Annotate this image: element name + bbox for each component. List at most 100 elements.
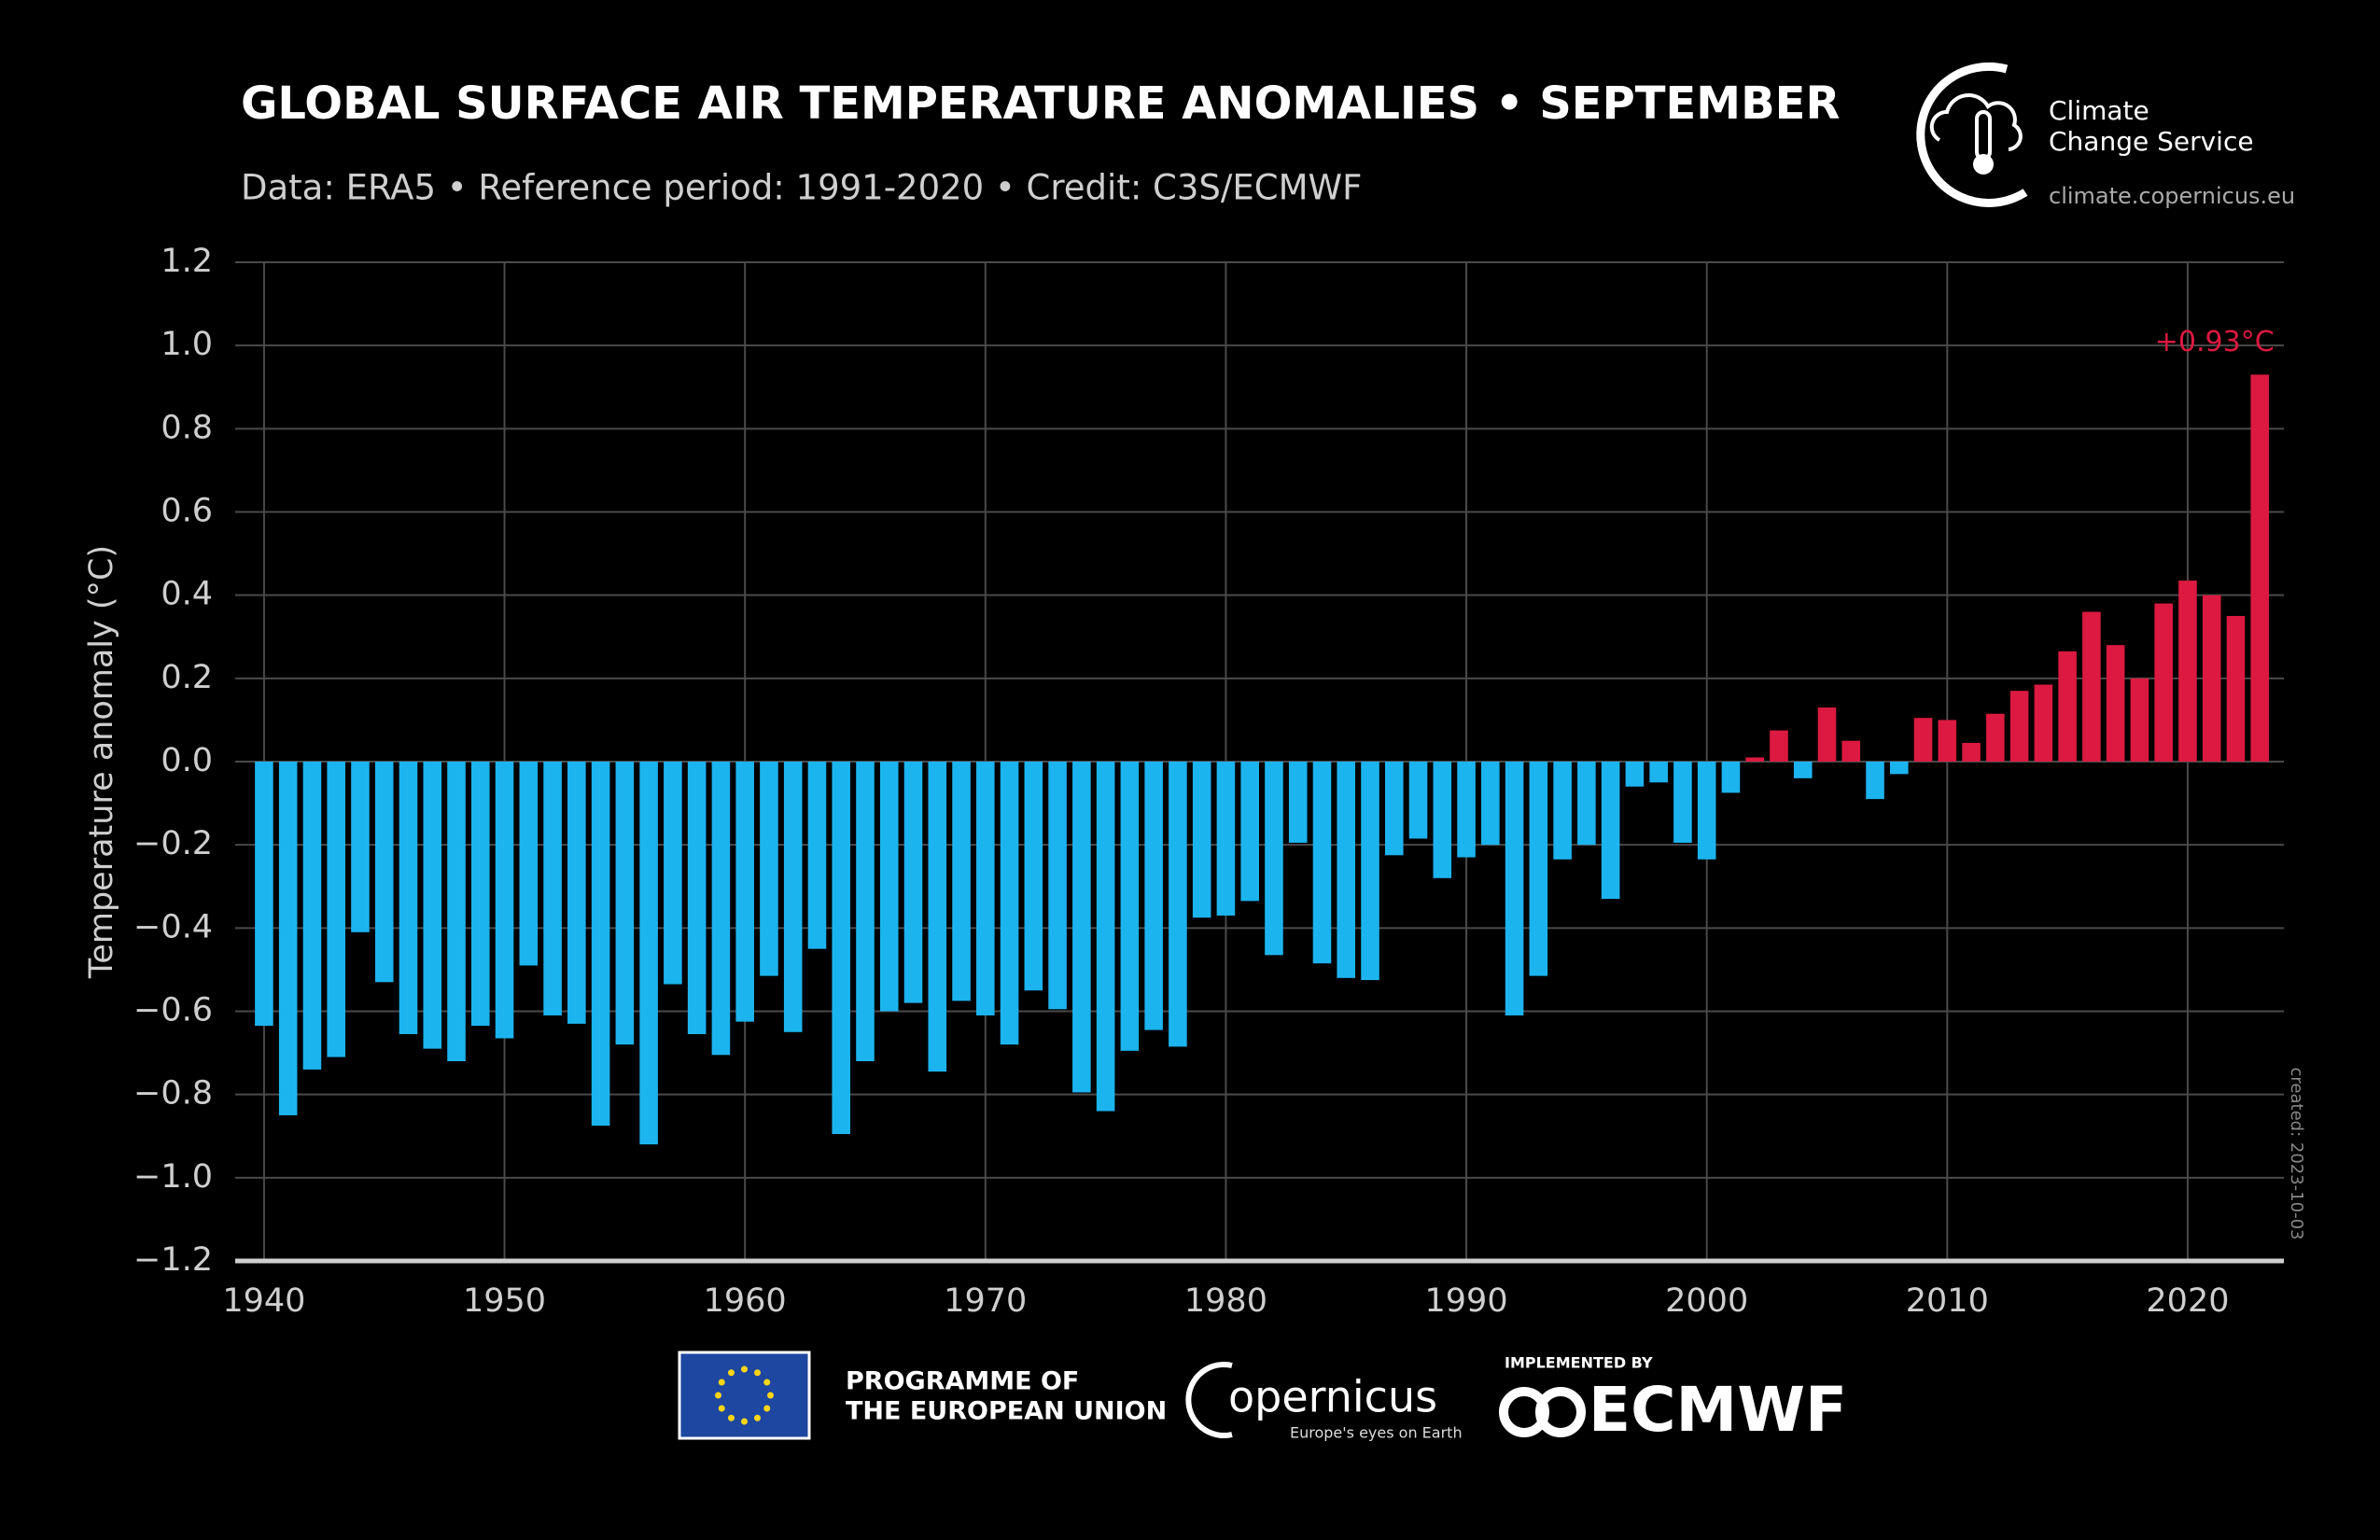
- eu-star: [728, 1369, 735, 1377]
- chart-title: GLOBAL SURFACE AIR TEMPERATURE ANOMALIES…: [241, 77, 1840, 130]
- bar: [1433, 762, 1452, 878]
- eu-star: [754, 1369, 761, 1377]
- bar: [1096, 762, 1115, 1112]
- x-tick-label: 1970: [944, 1282, 1027, 1320]
- eu-star: [718, 1405, 725, 1412]
- bar: [2009, 691, 2029, 762]
- bar: [302, 762, 322, 1070]
- logo-bulb: [1973, 154, 1994, 175]
- bar: [1553, 762, 1572, 860]
- bar: [1866, 762, 1884, 800]
- bar: [374, 762, 394, 983]
- bar: [591, 762, 610, 1127]
- bar: [2178, 581, 2197, 762]
- eu-star: [754, 1414, 761, 1421]
- bar: [1361, 762, 1379, 981]
- bar: [351, 762, 370, 932]
- bar: [760, 762, 778, 976]
- bar: [1962, 742, 1981, 762]
- y-tick-label: −0.8: [133, 1075, 213, 1113]
- bar: [1408, 762, 1428, 839]
- bar: [1288, 762, 1308, 843]
- bar: [1048, 762, 1067, 1010]
- eu-flag: [678, 1351, 811, 1440]
- eu-star: [763, 1379, 771, 1386]
- y-tick-label: 1.2: [161, 243, 213, 280]
- bar: [1144, 762, 1163, 1030]
- bar: [1072, 762, 1091, 1093]
- y-tick-label: −0.2: [133, 825, 213, 862]
- y-tick-label: 0.6: [161, 493, 213, 530]
- eu-star: [718, 1379, 725, 1386]
- bar: [1457, 762, 1476, 858]
- bar: [639, 762, 658, 1145]
- bar: [2130, 678, 2149, 762]
- bar: [1721, 762, 1741, 793]
- eu-star: [741, 1365, 748, 1373]
- eu-star: [767, 1392, 774, 1399]
- bar: [447, 762, 466, 1061]
- y-tick-label: −1.0: [133, 1158, 213, 1196]
- bar: [1986, 713, 2005, 762]
- y-tick-label: 1.0: [161, 326, 213, 363]
- bar: [2250, 374, 2270, 762]
- bar: [327, 762, 345, 1057]
- bar: [664, 762, 682, 985]
- bar: [1649, 762, 1668, 783]
- bar: [1697, 762, 1716, 860]
- bar: [1745, 757, 1765, 762]
- x-tick-label: 2000: [1665, 1282, 1748, 1320]
- y-axis-label: Temperature anomaly (°C): [83, 545, 120, 979]
- bar: [615, 762, 635, 1045]
- bar: [928, 762, 947, 1072]
- x-tick-label: 1960: [704, 1282, 787, 1320]
- footer-logos: PROGRAMME OF THE EUROPEAN UNION opernicu…: [678, 1351, 1847, 1446]
- bar: [807, 762, 827, 949]
- bar: [1384, 762, 1404, 856]
- bar: [2202, 595, 2221, 762]
- y-tick-label: 0.4: [161, 576, 213, 613]
- grid: [235, 261, 2284, 1262]
- x-tick-label: 2010: [1906, 1282, 1989, 1320]
- bar: [711, 762, 731, 1056]
- x-tick-label: 1990: [1425, 1282, 1508, 1320]
- bar: [903, 762, 923, 1003]
- x-tick-label: 1950: [463, 1282, 546, 1320]
- bar: [2058, 651, 2077, 762]
- logo-thermometer: [1975, 110, 1992, 161]
- value-label: +0.93°C: [2155, 326, 2275, 358]
- bar: [1120, 762, 1140, 1051]
- service-name: Change Service: [2049, 126, 2254, 157]
- service-url: climate.copernicus.eu: [2049, 183, 2295, 209]
- eu-text: PROGRAMME OF: [846, 1367, 1079, 1396]
- bar: [423, 762, 442, 1049]
- copernicus-c: [1185, 1362, 1233, 1438]
- eu-star: [763, 1405, 771, 1412]
- logo-arc: [1916, 62, 2028, 207]
- y-tick-label: −0.4: [133, 908, 213, 945]
- bar: [1481, 762, 1500, 846]
- bar: [1337, 762, 1356, 978]
- x-tick-label: 2020: [2146, 1282, 2229, 1320]
- bar: [832, 762, 851, 1135]
- bar: [1240, 762, 1259, 902]
- bar: [976, 762, 995, 1015]
- bar: [2154, 603, 2173, 762]
- bar: [1000, 762, 1019, 1045]
- bar: [1625, 762, 1645, 787]
- eu-star: [728, 1414, 735, 1421]
- bar: [567, 762, 586, 1024]
- bar: [687, 762, 707, 1035]
- bar: [2082, 611, 2101, 762]
- bar: [2226, 615, 2246, 762]
- bar: [1312, 762, 1332, 964]
- service-logo: Climate Change Service climate.copernicu…: [1916, 62, 2295, 209]
- bar: [1024, 762, 1043, 991]
- bar: [255, 762, 273, 1027]
- bar: [1265, 762, 1283, 956]
- copernicus-name: opernicus: [1228, 1372, 1437, 1422]
- bar: [2106, 645, 2125, 762]
- y-tick-label: 0.8: [161, 409, 213, 446]
